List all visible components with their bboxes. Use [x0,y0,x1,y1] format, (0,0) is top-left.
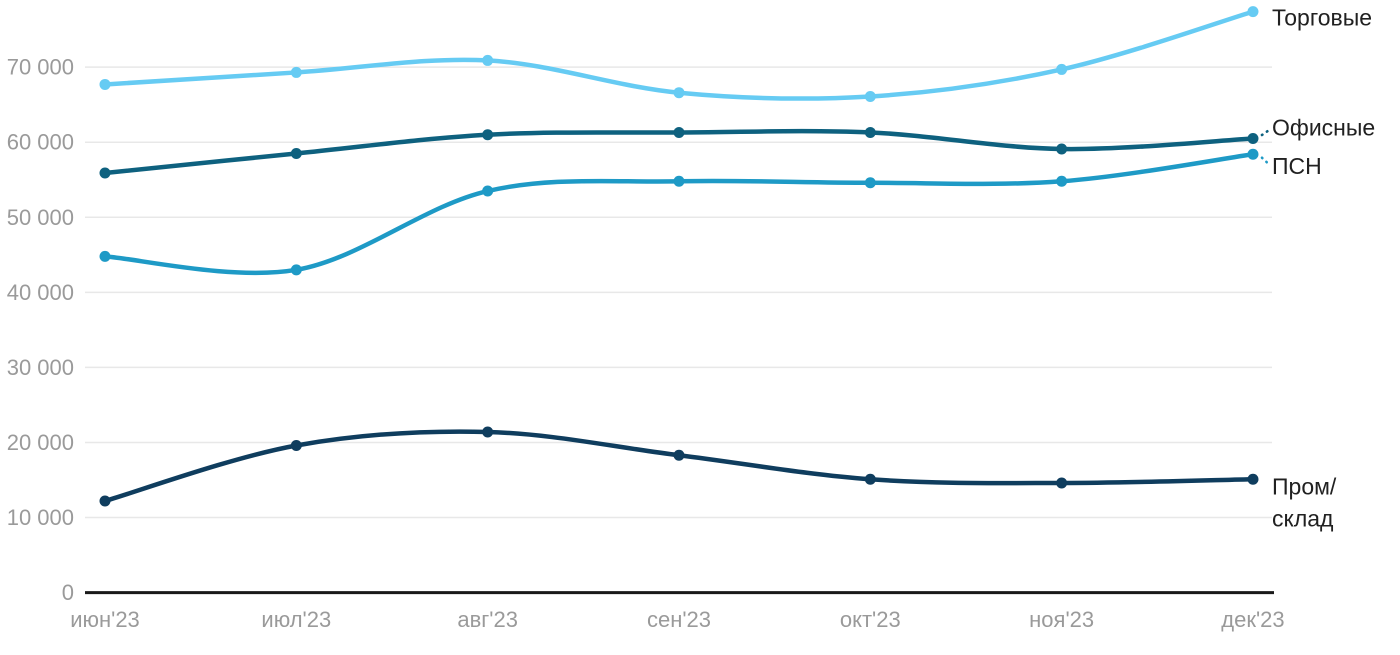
series-label-2: ПСН [1272,153,1322,179]
x-tick-label: июн'23 [70,607,140,632]
x-tick-label: сен'23 [647,607,711,632]
series-line-2 [102,152,1256,276]
series-label-3: Пром/склад [1272,473,1337,531]
data-point [99,495,111,507]
data-point [1056,477,1068,489]
series-label-1: Офисные [1272,114,1375,140]
y-tick-label: 0 [62,580,74,605]
y-tick-label: 30 000 [7,355,74,380]
label-leader-dots [1260,156,1272,167]
data-point [99,167,111,179]
data-point [673,449,685,461]
x-tick-label: авг'23 [457,607,518,632]
data-point [673,87,685,99]
data-point [1247,132,1259,144]
label-leader-dots [1260,128,1272,137]
data-point [864,177,876,189]
x-tick-label: дек'23 [1221,607,1284,632]
data-point [864,473,876,485]
data-point [1247,148,1259,160]
x-tick-label: июл'23 [261,607,331,632]
data-point [290,66,302,78]
data-point [1247,6,1259,18]
data-point [864,90,876,102]
data-point [290,147,302,159]
y-tick-label: 70 000 [7,55,74,80]
data-point [482,54,494,66]
data-point [482,426,494,438]
data-point [99,250,111,262]
data-point [99,78,111,90]
data-point [673,126,685,138]
series-line-0 [102,9,1256,101]
y-tick-label: 10 000 [7,505,74,530]
x-tick-label: окт'23 [840,607,901,632]
x-tick-label: ноя'23 [1029,607,1094,632]
data-point [1056,143,1068,155]
data-point [1056,175,1068,187]
data-point [1247,473,1259,485]
data-point [1056,63,1068,75]
y-tick-label: 40 000 [7,280,74,305]
data-point [673,175,685,187]
series-label-0: Торговые [1272,5,1372,31]
y-tick-label: 50 000 [7,205,74,230]
data-point [864,126,876,138]
data-point [482,185,494,197]
data-point [290,264,302,276]
y-tick-label: 60 000 [7,130,74,155]
y-tick-label: 20 000 [7,430,74,455]
data-point [290,439,302,451]
data-point [482,129,494,141]
